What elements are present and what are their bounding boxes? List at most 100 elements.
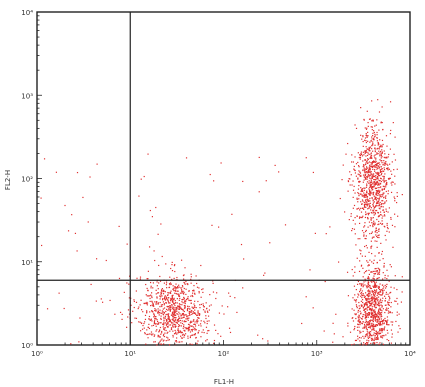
data-point: [375, 267, 377, 270]
data-point: [357, 338, 359, 340]
data-point: [381, 322, 384, 324]
data-point: [369, 184, 371, 186]
data-point: [372, 210, 374, 212]
data-point: [182, 310, 184, 312]
data-point: [164, 327, 166, 329]
data-point: [370, 312, 372, 315]
data-point: [166, 323, 168, 325]
data-point: [373, 155, 375, 157]
data-point: [366, 202, 368, 204]
data-point: [366, 314, 368, 316]
data-point: [176, 310, 178, 312]
data-point: [374, 205, 377, 207]
data-point: [365, 206, 367, 208]
data-point: [170, 328, 173, 330]
data-point: [377, 194, 379, 197]
data-point: [192, 292, 194, 294]
data-point: [370, 342, 372, 345]
data-point: [159, 340, 161, 343]
data-point: [354, 325, 356, 328]
data-point: [179, 292, 181, 294]
data-point: [215, 329, 217, 332]
data-point: [135, 301, 138, 303]
data-point: [356, 283, 359, 285]
data-point: [377, 310, 380, 312]
data-point: [364, 216, 367, 219]
data-point: [375, 198, 377, 200]
data-point: [372, 130, 375, 132]
data-point: [353, 329, 355, 331]
data-point: [179, 313, 181, 315]
data-point: [385, 190, 387, 193]
data-point: [370, 155, 372, 157]
data-point: [378, 203, 380, 205]
data-point: [359, 343, 361, 346]
data-point: [169, 276, 171, 278]
data-point: [371, 322, 373, 325]
data-point: [352, 189, 355, 191]
data-point: [366, 199, 369, 201]
data-point: [192, 311, 194, 313]
data-point: [187, 330, 189, 332]
data-point: [144, 333, 146, 335]
data-point: [378, 223, 380, 225]
data-point: [359, 323, 361, 326]
data-point: [151, 304, 153, 306]
data-point: [392, 246, 394, 248]
data-point: [377, 147, 379, 150]
data-point: [278, 171, 280, 173]
data-point: [369, 336, 371, 338]
data-point: [187, 319, 189, 321]
data-point: [372, 141, 374, 143]
data-point: [383, 167, 385, 169]
data-point: [360, 265, 363, 267]
data-point: [390, 129, 392, 132]
data-point: [354, 192, 356, 194]
data-point: [369, 291, 371, 293]
data-point: [366, 342, 368, 344]
data-point: [374, 314, 376, 316]
data-point: [376, 286, 378, 288]
data-point: [363, 296, 366, 298]
data-point: [200, 303, 202, 306]
data-point: [367, 174, 370, 176]
data-point: [178, 294, 180, 296]
data-point: [163, 343, 165, 345]
data-point: [350, 174, 352, 176]
data-point: [370, 287, 372, 290]
data-point: [170, 321, 172, 323]
data-point: [156, 285, 158, 287]
data-point: [354, 313, 356, 315]
data-point: [367, 292, 370, 294]
data-point: [352, 275, 354, 277]
data-point: [147, 270, 149, 272]
data-point: [359, 253, 362, 255]
data-point: [371, 323, 373, 325]
data-point: [368, 149, 370, 151]
data-point: [178, 320, 180, 323]
data-point: [370, 179, 372, 181]
data-point: [399, 327, 401, 330]
data-point: [201, 288, 203, 291]
data-point: [384, 215, 386, 217]
data-point: [184, 299, 186, 301]
data-point: [333, 333, 335, 335]
data-point: [353, 327, 356, 330]
data-point: [189, 335, 192, 337]
data-point: [372, 138, 375, 141]
data-point: [119, 311, 122, 313]
data-point: [358, 321, 360, 323]
data-point: [364, 270, 367, 273]
data-point: [376, 335, 379, 337]
data-point: [377, 299, 379, 301]
data-point: [379, 204, 381, 206]
data-point: [153, 316, 155, 318]
data-point: [189, 331, 192, 333]
data-point: [383, 178, 385, 180]
data-point: [364, 203, 367, 205]
data-point: [384, 202, 386, 204]
data-point: [359, 283, 361, 285]
data-point: [172, 319, 174, 321]
data-point: [390, 170, 392, 172]
data-point: [181, 332, 183, 334]
